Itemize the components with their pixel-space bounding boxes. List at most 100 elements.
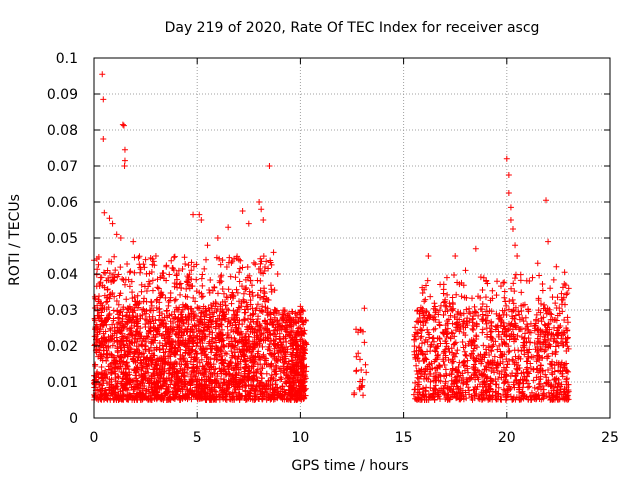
data-point <box>509 226 516 232</box>
data-point <box>124 334 131 341</box>
data-point <box>469 295 476 302</box>
data-point <box>190 211 197 218</box>
data-point <box>225 286 232 293</box>
x-tick-label: 15 <box>395 430 413 446</box>
data-point <box>531 384 538 391</box>
data-point <box>214 235 221 241</box>
data-point <box>121 163 128 169</box>
data-point <box>204 242 211 249</box>
data-point <box>278 376 285 383</box>
data-point <box>100 136 107 142</box>
data-point <box>110 307 117 314</box>
data-point <box>121 352 128 359</box>
data-point <box>99 71 106 78</box>
data-point <box>113 231 120 238</box>
data-point <box>462 267 469 274</box>
data-point <box>167 290 174 297</box>
data-point <box>145 348 152 355</box>
data-point <box>413 362 420 369</box>
data-point <box>529 274 536 281</box>
data-point <box>425 253 432 259</box>
x-tick-label: 5 <box>193 430 202 446</box>
data-point <box>91 315 98 322</box>
data-point <box>166 370 173 377</box>
data-point <box>143 338 150 345</box>
data-point <box>206 287 213 294</box>
data-point <box>171 253 178 260</box>
data-point <box>189 329 196 336</box>
data-point <box>171 350 178 357</box>
data-point <box>120 122 127 129</box>
data-point <box>219 332 226 339</box>
data-point <box>518 289 525 296</box>
y-tick-label: 0 <box>69 411 78 427</box>
data-point <box>482 294 489 301</box>
data-point <box>233 286 240 293</box>
data-point <box>458 293 465 300</box>
data-point <box>91 381 98 388</box>
data-point <box>419 290 426 297</box>
data-point <box>551 324 558 331</box>
data-point <box>239 208 246 214</box>
data-point <box>160 270 167 277</box>
data-point <box>143 360 150 367</box>
data-point <box>101 209 108 216</box>
data-point <box>92 361 99 368</box>
data-point <box>240 290 247 297</box>
data-point <box>96 347 103 354</box>
data-point <box>203 256 210 263</box>
data-point <box>121 146 128 153</box>
data-point <box>296 324 303 331</box>
data-point <box>530 377 537 384</box>
x-tick-label: 0 <box>90 430 99 446</box>
data-point <box>357 356 364 363</box>
x-axis-label: GPS time / hours <box>291 458 408 474</box>
data-point <box>196 321 203 328</box>
data-point <box>503 364 510 371</box>
data-point <box>123 296 130 303</box>
data-point <box>137 264 144 271</box>
data-point <box>413 318 420 325</box>
data-point <box>134 292 141 299</box>
data-point <box>117 264 124 271</box>
data-point <box>507 204 514 211</box>
data-point <box>565 285 572 292</box>
data-point <box>115 374 122 381</box>
data-point <box>526 339 533 346</box>
data-point <box>130 238 137 245</box>
data-point <box>259 343 266 350</box>
data-point <box>243 396 250 403</box>
data-point <box>427 293 434 300</box>
data-point <box>249 396 256 403</box>
data-point <box>558 301 565 308</box>
data-point <box>139 364 146 371</box>
data-point <box>199 271 206 278</box>
data-point <box>530 366 537 373</box>
data-point <box>360 392 367 399</box>
data-point <box>154 284 161 291</box>
data-point <box>541 301 548 308</box>
data-point <box>230 307 237 314</box>
data-point <box>469 316 476 323</box>
data-point <box>509 296 516 303</box>
data-point <box>213 389 220 396</box>
data-point <box>192 322 199 329</box>
data-point <box>222 302 229 309</box>
data-point <box>171 254 178 261</box>
data-point <box>512 242 519 249</box>
data-point <box>142 323 149 330</box>
data-point <box>250 259 257 266</box>
data-point <box>196 211 203 218</box>
data-point <box>479 326 486 333</box>
y-tick-label: 0.04 <box>47 267 78 283</box>
data-point <box>564 290 571 297</box>
data-point <box>470 327 477 334</box>
data-point <box>117 363 124 370</box>
data-point <box>198 275 205 282</box>
data-point <box>124 260 131 267</box>
data-point <box>202 351 209 358</box>
data-point <box>462 351 469 358</box>
data-point <box>258 206 265 213</box>
data-point <box>266 341 273 348</box>
